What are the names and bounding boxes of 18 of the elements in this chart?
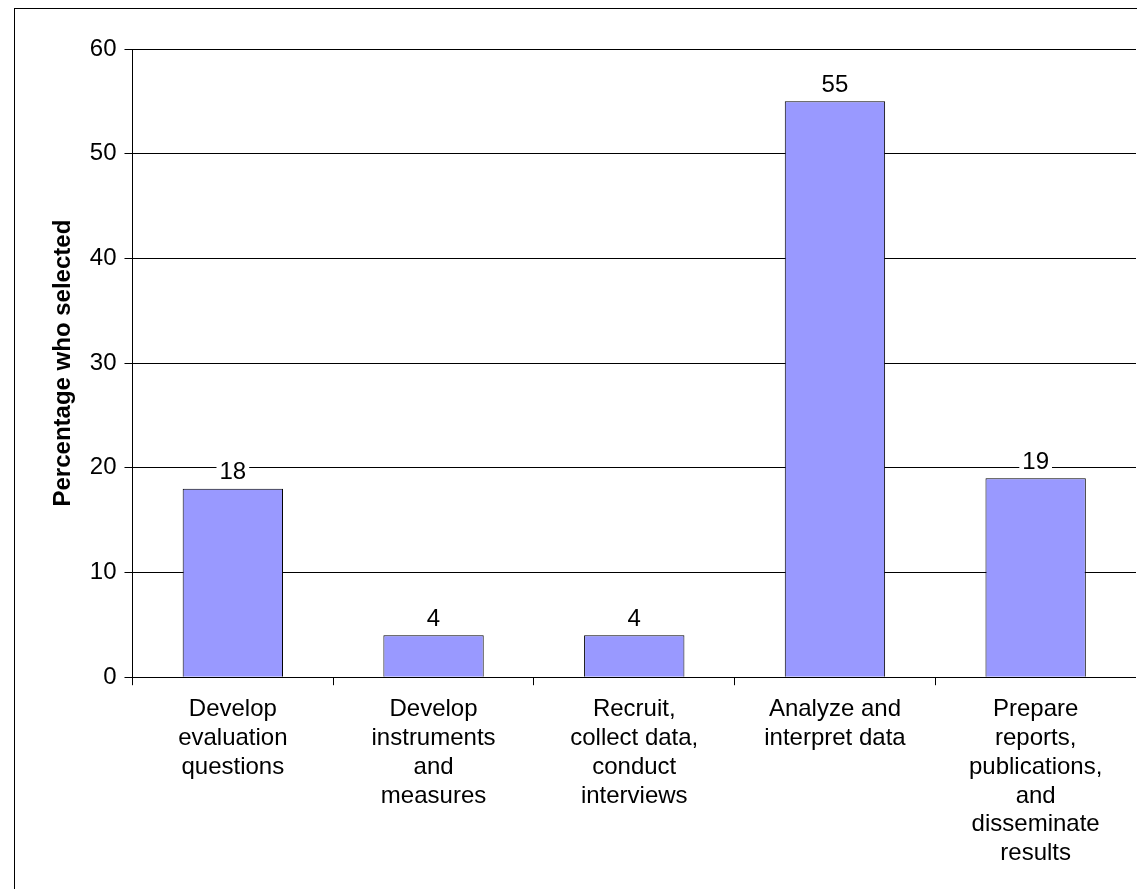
x-tick-label: Develop instruments and measures — [371, 694, 496, 808]
data-label: 4 — [627, 603, 641, 631]
y-axis-title: Percentage who selected — [48, 219, 76, 507]
data-label: 19 — [1022, 446, 1049, 474]
y-tick-label: 60 — [89, 33, 117, 61]
data-label: 55 — [821, 69, 849, 97]
y-tick-label: 30 — [89, 347, 117, 375]
y-tick-label: 50 — [89, 138, 117, 166]
y-tick-label: 20 — [89, 452, 117, 480]
data-label: 18 — [219, 457, 247, 485]
data-label: 4 — [426, 603, 441, 631]
y-tick-label: 10 — [89, 557, 117, 585]
x-tick-label: Analyze and interpret data — [764, 694, 907, 751]
y-tick-label: 0 — [103, 661, 117, 689]
x-tick-label: Prepare reports, publications, and disseminate results — [968, 694, 1103, 866]
x-tick-label: Recruit, collect data, conduct interviews — [570, 694, 699, 808]
y-tick-label: 40 — [89, 243, 117, 271]
x-tick-label: Develop evaluation questions — [178, 694, 288, 779]
